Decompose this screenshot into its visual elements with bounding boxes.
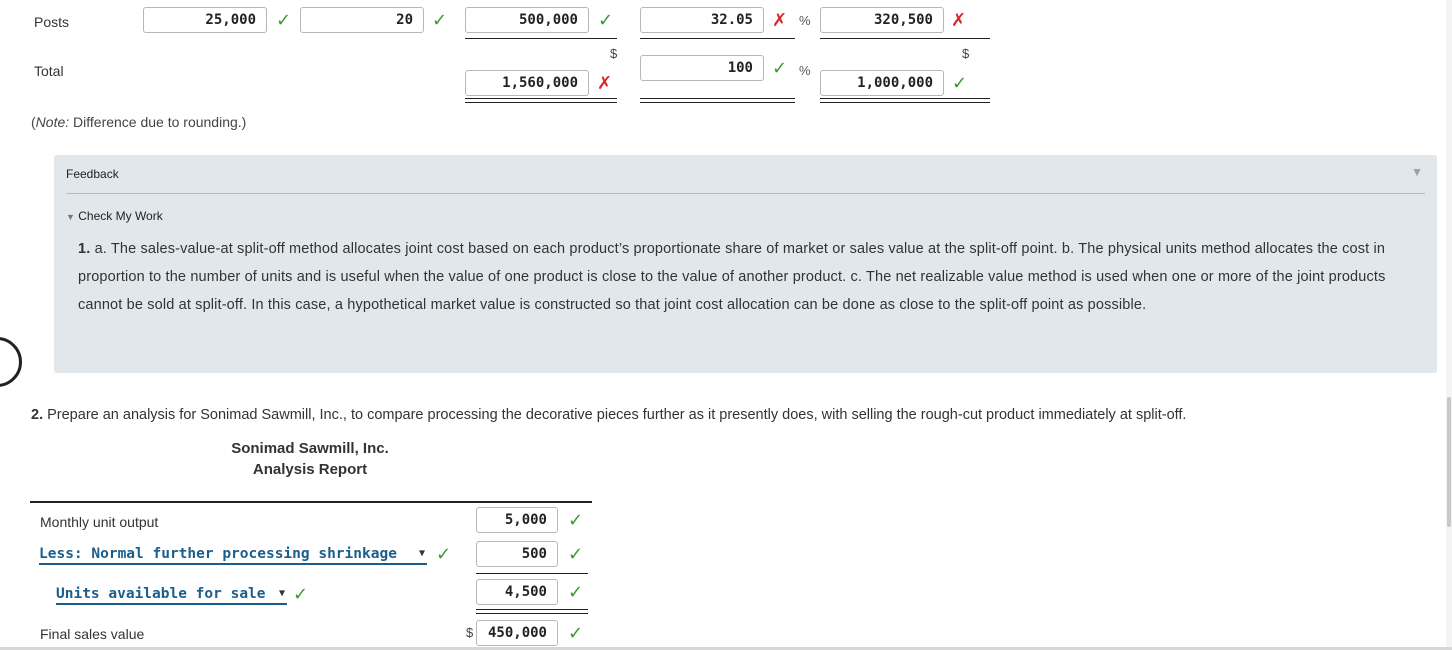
report-top-rule <box>30 501 592 503</box>
rounding-note: (Note: Difference due to rounding.) <box>31 114 247 130</box>
posts-allocation-input[interactable]: 320,500 <box>820 7 944 33</box>
posts-price-input[interactable]: 20 <box>300 7 424 33</box>
total-sales-value-input[interactable]: 1,560,000 <box>465 70 589 96</box>
cross-icon: ✗ <box>597 73 613 93</box>
posts-row-label: Posts <box>34 14 70 30</box>
total-allocation-input[interactable]: 1,000,000 <box>820 70 944 96</box>
double-underline <box>820 98 990 103</box>
check-icon: ✓ <box>568 544 584 564</box>
check-icon: ✓ <box>772 58 788 78</box>
check-icon: ✓ <box>293 584 309 604</box>
feedback-divider <box>66 193 1425 194</box>
double-underline <box>476 609 588 614</box>
note-italic: Note: <box>35 114 70 130</box>
units-available-select[interactable]: Units available for sale ▼ <box>56 585 287 605</box>
check-icon: ✓ <box>276 10 292 30</box>
final-sales-value-label: Final sales value <box>40 626 145 642</box>
check-icon: ✓ <box>952 73 968 93</box>
dropdown-arrow-icon: ▼ <box>418 548 425 559</box>
monthly-output-input[interactable]: 5,000 <box>476 507 558 533</box>
caret-down-icon: ▼ <box>66 212 75 222</box>
scrollbar-thumb[interactable] <box>1447 397 1451 527</box>
collapse-caret-icon[interactable]: ▼ <box>1411 165 1423 179</box>
single-underline <box>820 38 990 39</box>
dollar-sign: $ <box>962 46 970 61</box>
single-underline <box>465 38 617 39</box>
double-underline <box>465 98 617 103</box>
check-icon: ✓ <box>568 582 584 602</box>
final-sales-value-input[interactable]: 450,000 <box>476 620 558 646</box>
report-company: Sonimad Sawmill, Inc. <box>231 440 389 457</box>
shrinkage-input[interactable]: 500 <box>476 541 558 567</box>
percent-sign: % <box>799 63 811 78</box>
posts-sales-value-input[interactable]: 500,000 <box>465 7 589 33</box>
total-percent-input[interactable]: 100 <box>640 55 764 81</box>
check-icon: ✓ <box>568 510 584 530</box>
bottom-border <box>0 647 1452 650</box>
dollar-sign: $ <box>610 46 618 61</box>
monthly-output-label: Monthly unit output <box>40 514 159 530</box>
less-shrinkage-select[interactable]: Less: Normal further processing shrinkag… <box>39 545 427 565</box>
dropdown-arrow-icon: ▼ <box>278 588 285 599</box>
vertical-scrollbar[interactable] <box>1446 0 1452 650</box>
check-icon: ✓ <box>436 544 452 564</box>
cross-icon: ✗ <box>772 10 788 30</box>
feedback-title[interactable]: Feedback <box>66 167 119 181</box>
check-icon: ✓ <box>568 623 584 643</box>
posts-units-input[interactable]: 25,000 <box>143 7 267 33</box>
check-my-work-toggle[interactable]: ▼ Check My Work <box>66 209 163 223</box>
feedback-explanation: 1. a. The sales-value-at split-off metho… <box>78 241 1386 313</box>
check-icon: ✓ <box>432 10 448 30</box>
total-row-label: Total <box>34 63 64 79</box>
single-underline <box>476 573 588 574</box>
feedback-panel: Feedback ▼ ▼ Check My Work 1. a. The sal… <box>54 155 1437 373</box>
check-icon: ✓ <box>598 10 614 30</box>
posts-percent-input[interactable]: 32.05 <box>640 7 764 33</box>
dollar-sign: $ <box>466 625 474 640</box>
report-title: Analysis Report <box>252 461 368 478</box>
units-available-input[interactable]: 4,500 <box>476 579 558 605</box>
percent-sign: % <box>799 13 811 28</box>
double-underline <box>640 98 795 103</box>
question-2: 2. Prepare an analysis for Sonimad Sawmi… <box>31 407 1187 423</box>
cross-icon: ✗ <box>951 10 967 30</box>
single-underline <box>640 38 795 39</box>
circle-cursor-icon <box>0 337 22 387</box>
